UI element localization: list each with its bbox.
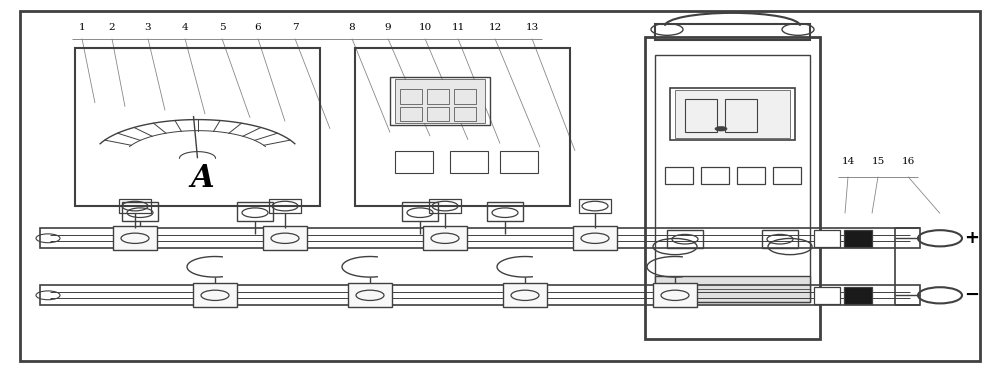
Bar bbox=[814, 287, 840, 304]
Text: 4: 4 bbox=[182, 23, 188, 32]
Bar bbox=[119, 199, 151, 213]
Text: +: + bbox=[964, 229, 980, 247]
Bar bbox=[263, 226, 307, 250]
Bar bbox=[429, 199, 461, 213]
Bar bbox=[500, 151, 538, 173]
Bar bbox=[40, 228, 920, 248]
Bar bbox=[701, 167, 729, 184]
Bar bbox=[762, 230, 798, 248]
Bar bbox=[423, 226, 467, 250]
Bar bbox=[193, 283, 237, 307]
Bar bbox=[390, 77, 490, 125]
Bar bbox=[237, 202, 273, 221]
Bar bbox=[348, 283, 392, 307]
Bar bbox=[402, 202, 438, 221]
Text: 16: 16 bbox=[901, 158, 915, 166]
Bar bbox=[844, 230, 872, 247]
Bar bbox=[427, 107, 449, 121]
Text: 12: 12 bbox=[488, 23, 502, 32]
Bar bbox=[685, 99, 717, 132]
Text: 1: 1 bbox=[79, 23, 85, 32]
Bar bbox=[450, 151, 488, 173]
Bar bbox=[737, 167, 765, 184]
Bar bbox=[655, 276, 810, 302]
Bar bbox=[454, 107, 476, 121]
Text: 5: 5 bbox=[219, 23, 225, 32]
Bar bbox=[400, 107, 422, 121]
Bar bbox=[503, 283, 547, 307]
Bar bbox=[655, 55, 810, 302]
Bar bbox=[395, 151, 433, 173]
Text: 3: 3 bbox=[145, 23, 151, 32]
Bar bbox=[675, 90, 790, 138]
Bar bbox=[355, 48, 570, 206]
Bar bbox=[40, 285, 920, 305]
Bar bbox=[269, 199, 301, 213]
Bar bbox=[814, 230, 840, 247]
Bar bbox=[487, 202, 523, 221]
Text: 13: 13 bbox=[525, 23, 539, 32]
Bar bbox=[645, 37, 820, 339]
Text: 11: 11 bbox=[451, 23, 465, 32]
Bar bbox=[844, 287, 872, 304]
Bar bbox=[655, 24, 810, 40]
Text: 8: 8 bbox=[349, 23, 355, 32]
Bar bbox=[400, 89, 422, 104]
Text: 2: 2 bbox=[109, 23, 115, 32]
Bar bbox=[653, 283, 697, 307]
Text: 6: 6 bbox=[255, 23, 261, 32]
Text: A: A bbox=[191, 163, 214, 194]
Bar bbox=[579, 199, 611, 213]
Bar bbox=[573, 226, 617, 250]
Bar bbox=[670, 88, 795, 140]
Text: 15: 15 bbox=[871, 158, 885, 166]
Bar bbox=[773, 167, 801, 184]
Text: 7: 7 bbox=[292, 23, 298, 32]
Bar bbox=[665, 167, 693, 184]
Circle shape bbox=[715, 127, 727, 131]
Text: 14: 14 bbox=[841, 158, 855, 166]
Bar bbox=[395, 79, 485, 123]
Bar bbox=[113, 226, 157, 250]
Bar bbox=[454, 89, 476, 104]
Bar bbox=[75, 48, 320, 206]
Bar bbox=[427, 89, 449, 104]
Text: −: − bbox=[964, 286, 980, 304]
Bar bbox=[725, 99, 757, 132]
Text: 10: 10 bbox=[418, 23, 432, 32]
Bar bbox=[667, 230, 703, 248]
Text: 9: 9 bbox=[385, 23, 391, 32]
Bar bbox=[122, 202, 158, 221]
